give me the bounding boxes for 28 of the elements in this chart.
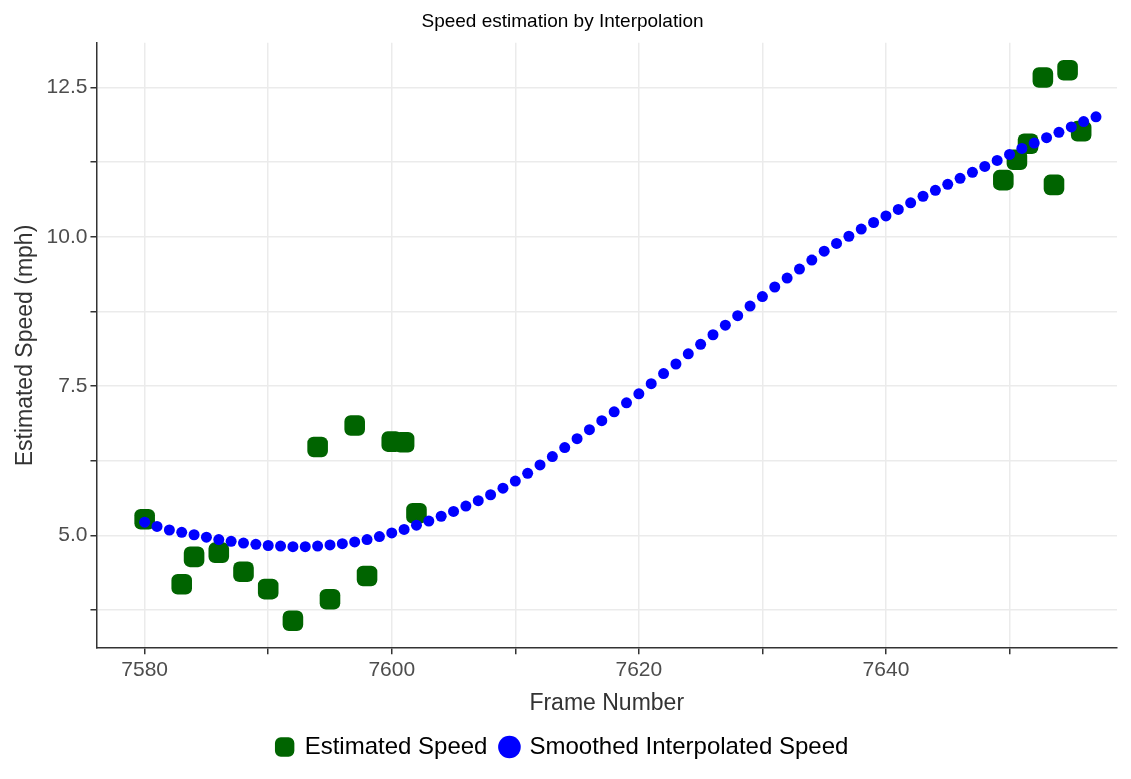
point [344, 415, 365, 436]
y-tick-label: 7.5 [58, 372, 88, 396]
point [319, 588, 341, 610]
point [257, 578, 279, 600]
point [307, 436, 328, 458]
x-axis-title: Frame Number [529, 688, 685, 715]
chart-title: Speed estimation by Interpolation [421, 9, 704, 31]
point [282, 610, 304, 632]
point [1032, 67, 1054, 88]
point [233, 561, 254, 583]
point [208, 542, 230, 563]
x-tick-label: 7580 [121, 656, 169, 680]
point [1057, 59, 1078, 81]
point [171, 574, 193, 595]
y-tick-label: 12.5 [46, 74, 88, 98]
x-tick-label: 7600 [368, 656, 416, 680]
point [993, 169, 1014, 191]
y-tick-label: 10.0 [46, 223, 88, 247]
point [183, 546, 205, 568]
legend-label: Estimated Speed [304, 731, 488, 759]
x-tick-label: 7640 [862, 656, 910, 680]
y-tick-label: 5.0 [58, 522, 88, 546]
point [356, 565, 378, 587]
y-axis-title: Estimated Speed (mph) [11, 224, 38, 467]
legend-label: Smoothed Interpolated Speed [529, 731, 849, 759]
point [1043, 174, 1065, 196]
point [393, 431, 415, 453]
x-tick-label: 7620 [615, 656, 663, 680]
